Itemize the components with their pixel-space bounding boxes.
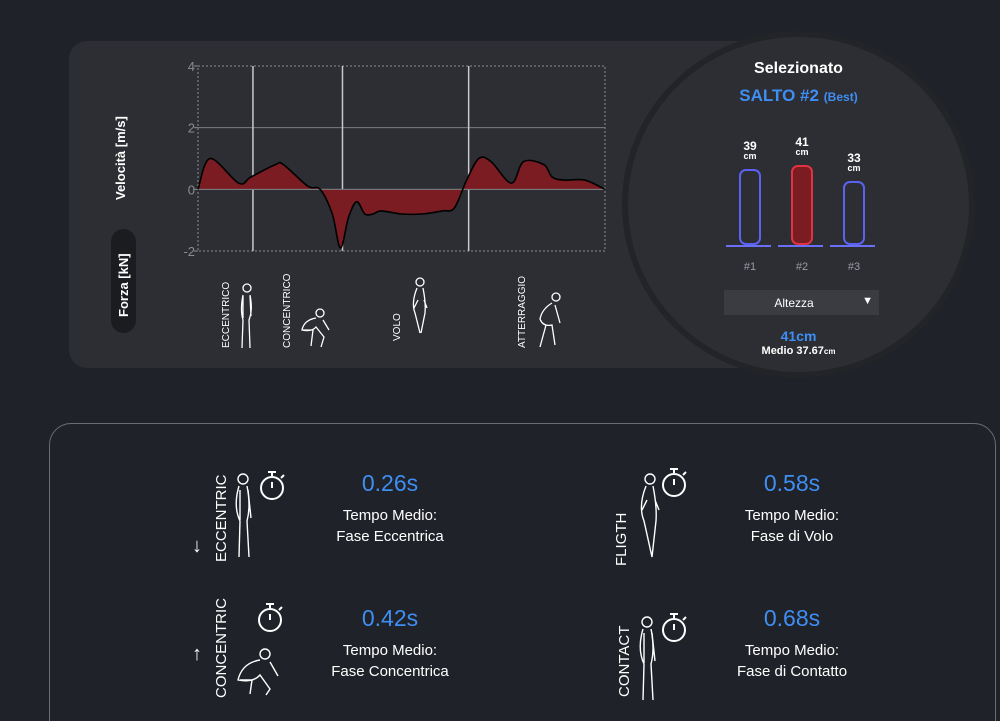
- bar-baseline: [778, 245, 823, 247]
- arrow-up-icon: ↑: [192, 643, 202, 665]
- average-unit: cm: [823, 347, 836, 356]
- stat-description: Tempo Medio: Fase Eccentrica: [310, 505, 470, 547]
- force-toggle-button[interactable]: Forza [kN]: [111, 229, 136, 333]
- selected-metric-value: 41cm: [780, 328, 817, 344]
- selected-jump-name: SALTO #2: [739, 86, 819, 105]
- bar-category-label: #1: [743, 261, 757, 273]
- velocity-chart: 4 2 0 -2: [183, 59, 606, 259]
- bar-category-label: #3: [847, 261, 861, 273]
- metric-dropdown[interactable]: Altezza ▼: [724, 290, 879, 315]
- stat-description-line: Fase Eccentrica: [336, 528, 444, 545]
- average-metric: Medio 37.67cm: [628, 345, 969, 357]
- stat-description: Tempo Medio: Fase di Contatto: [712, 640, 872, 682]
- dropdown-arrow-icon: ▼: [862, 295, 873, 307]
- best-badge: (Best): [823, 90, 858, 104]
- bar-value-label: 41 cm: [787, 135, 817, 157]
- stat-value: 0.68s: [763, 605, 821, 631]
- y-tick-label: 0: [188, 182, 195, 197]
- jump-bar-1[interactable]: [739, 168, 761, 245]
- y-tick-label: -2: [183, 244, 195, 259]
- stat-description-line: Tempo Medio:: [342, 507, 438, 524]
- standing-figure-icon: [240, 283, 252, 349]
- stopwatch-icon: [662, 468, 687, 497]
- bar-value-label: 33 cm: [839, 150, 869, 173]
- stopwatch-icon: [258, 603, 283, 632]
- jump-bar-3[interactable]: [843, 180, 865, 245]
- eccentric-figure-icon: [235, 473, 252, 558]
- concentric-figure-icon: [237, 648, 279, 696]
- y-tick-label: 4: [188, 59, 195, 74]
- flight-figure-icon: [412, 277, 428, 334]
- y-tick-label: 2: [188, 121, 195, 136]
- jump-bar-2[interactable]: [791, 165, 813, 245]
- phase-figures: [240, 277, 561, 349]
- stat-description: Tempo Medio: Fase di Volo: [712, 505, 872, 547]
- bar-value-label: 39 cm: [735, 138, 765, 161]
- stat-description: Tempo Medio: Fase Concentrica: [310, 640, 470, 682]
- stat-description-line: Tempo Medio:: [342, 642, 438, 659]
- stat-description-line: Fase di Volo: [750, 528, 834, 545]
- average-label: Medio 37.67: [761, 345, 824, 357]
- bar-baseline: [726, 245, 771, 247]
- squat-figure-icon: [301, 308, 330, 348]
- bar-unit: cm: [795, 147, 809, 157]
- stat-value: 0.42s: [361, 605, 419, 631]
- stopwatch-icon: [260, 471, 285, 500]
- dropdown-selected-value: Altezza: [774, 296, 814, 310]
- bar-category-label: #2: [795, 261, 809, 273]
- bar-unit: cm: [847, 162, 861, 173]
- selected-jump-panel: Selezionato SALTO #2 (Best) 39 cm #1 41 cm #2…: [622, 31, 975, 378]
- velocity-line: [197, 156, 606, 249]
- stat-value: 0.58s: [763, 470, 821, 496]
- arrow-down-icon: ↓: [192, 535, 202, 557]
- selected-jump-label: SALTO #2 (Best): [628, 86, 969, 106]
- stat-description-line: Fase di Contatto: [736, 663, 848, 680]
- stats-card: [49, 423, 996, 721]
- bar-value: 39: [743, 138, 757, 153]
- stat-value: 0.26s: [361, 470, 419, 496]
- flight-figure-icon: [640, 473, 660, 558]
- bar-value: 33: [847, 150, 861, 165]
- landing-figure-icon: [539, 292, 561, 348]
- stopwatch-icon: [662, 613, 687, 642]
- stat-description-line: Fase Concentrica: [331, 663, 449, 680]
- stat-description-line: Tempo Medio:: [744, 642, 840, 659]
- selected-title: Selezionato: [754, 60, 843, 77]
- stat-description-line: Tempo Medio:: [744, 507, 840, 524]
- contact-figure-icon: [639, 616, 656, 701]
- bar-baseline: [830, 245, 875, 247]
- bar-unit: cm: [743, 150, 757, 161]
- bar-value: 41: [795, 135, 809, 149]
